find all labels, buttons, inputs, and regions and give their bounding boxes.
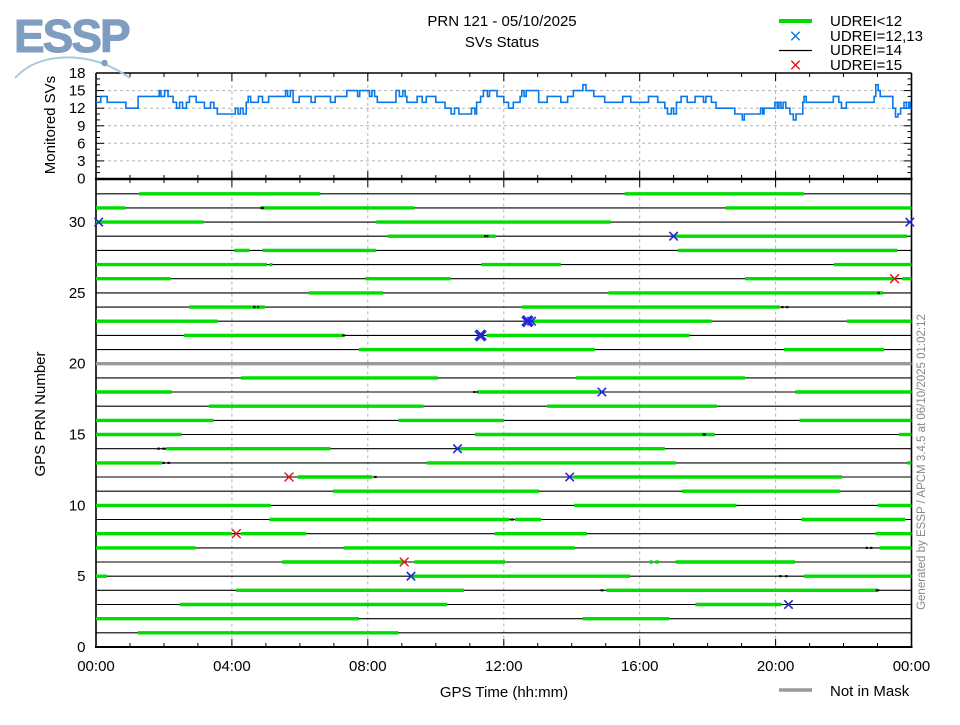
svg-text:Not in Mask: Not in Mask bbox=[830, 683, 910, 700]
svg-text:SVs Status: SVs Status bbox=[465, 34, 539, 51]
svg-text:6: 6 bbox=[77, 135, 85, 152]
svg-text:04:00: 04:00 bbox=[213, 658, 251, 675]
svg-text:5: 5 bbox=[77, 568, 85, 585]
svg-text:GPS Time (hh:mm): GPS Time (hh:mm) bbox=[440, 684, 568, 701]
svg-text:GPS PRN Number: GPS PRN Number bbox=[32, 351, 49, 476]
svg-text:3: 3 bbox=[77, 153, 85, 170]
svg-text:UDREI=14: UDREI=14 bbox=[830, 42, 902, 59]
svg-text:00:00: 00:00 bbox=[893, 658, 931, 675]
svg-text:18: 18 bbox=[69, 65, 86, 82]
svg-text:30: 30 bbox=[69, 214, 86, 231]
svg-text:12:00: 12:00 bbox=[485, 658, 523, 675]
svg-text:UDREI=12,13: UDREI=12,13 bbox=[830, 28, 923, 45]
svg-text:PRN 121 - 05/10/2025: PRN 121 - 05/10/2025 bbox=[427, 13, 576, 30]
svg-text:0: 0 bbox=[77, 639, 85, 656]
svg-text:16:00: 16:00 bbox=[621, 658, 659, 675]
svg-text:20: 20 bbox=[69, 356, 86, 373]
svg-text:Monitored SVs: Monitored SVs bbox=[42, 76, 59, 174]
svg-text:9: 9 bbox=[77, 118, 85, 135]
svg-text:15: 15 bbox=[69, 83, 86, 100]
svg-text:Generated by ESSP / APCM 3.4.5: Generated by ESSP / APCM 3.4.5 at 06/10/… bbox=[916, 314, 928, 610]
svg-text:08:00: 08:00 bbox=[349, 658, 387, 675]
svg-text:15: 15 bbox=[69, 427, 86, 444]
svg-text:25: 25 bbox=[69, 285, 86, 302]
svg-text:20:00: 20:00 bbox=[757, 658, 795, 675]
svg-text:12: 12 bbox=[69, 100, 86, 117]
svg-text:0: 0 bbox=[77, 171, 85, 188]
svg-text:00:00: 00:00 bbox=[77, 658, 115, 675]
svg-text:ESSP: ESSP bbox=[14, 10, 130, 62]
svg-text:UDREI<12: UDREI<12 bbox=[830, 13, 902, 30]
svg-text:10: 10 bbox=[69, 497, 86, 514]
svg-text:UDREI=15: UDREI=15 bbox=[830, 57, 902, 74]
